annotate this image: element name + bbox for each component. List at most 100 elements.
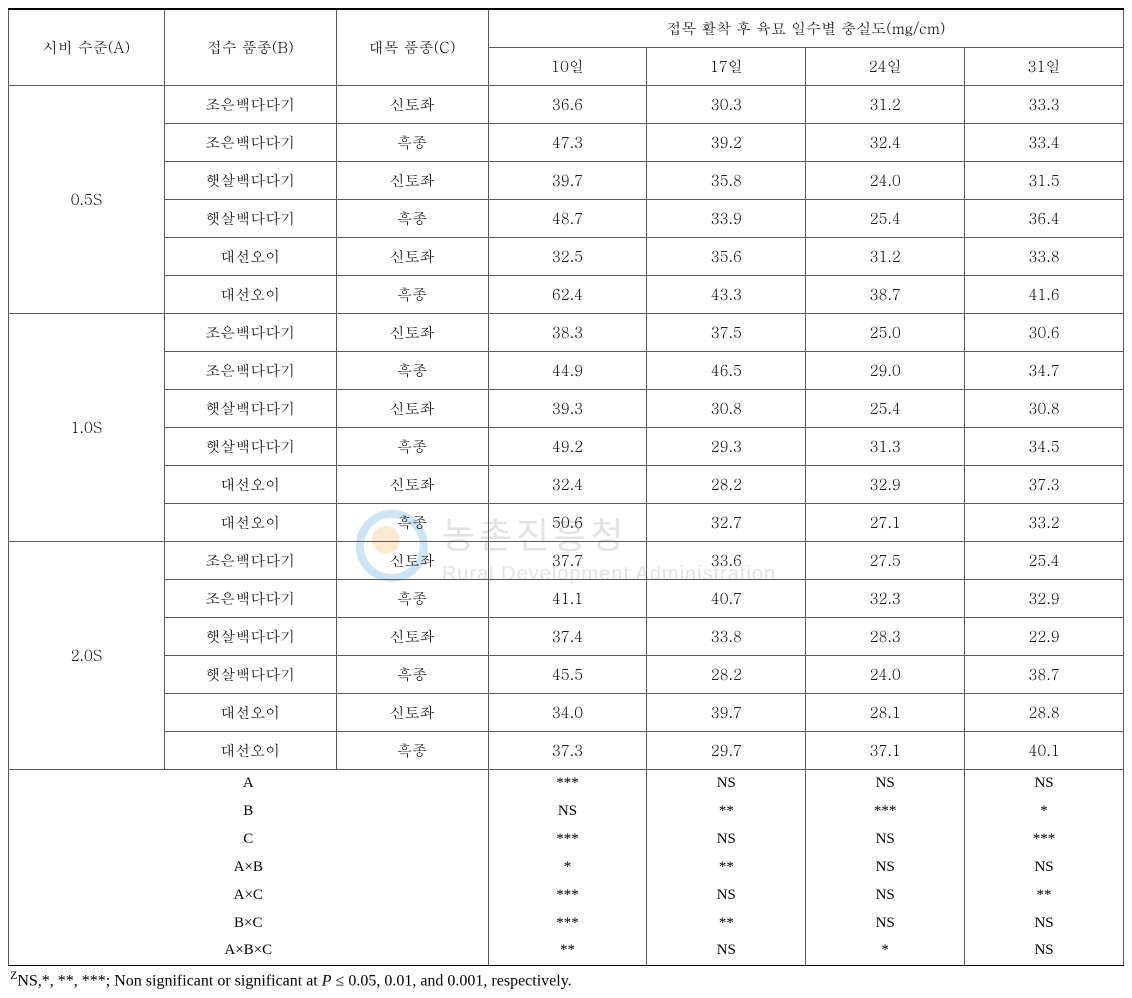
cell-value: 30.6 <box>965 313 1124 351</box>
cell-value: 32.3 <box>806 579 965 617</box>
cell-value: 39.7 <box>488 161 647 199</box>
cell-value: 33.9 <box>647 199 806 237</box>
cell-value: 34.5 <box>965 427 1124 465</box>
stats-value-cell: * <box>488 853 647 881</box>
cell-c: 흑종 <box>336 275 488 313</box>
stats-value-cell: *** <box>806 797 965 825</box>
cell-c: 신토좌 <box>336 465 488 503</box>
table-row: 대선오이흑종62.443.338.741.6 <box>9 275 1124 313</box>
cell-b: 대선오이 <box>164 465 336 503</box>
table-row: 조은백다다기흑종41.140.732.332.9 <box>9 579 1124 617</box>
cell-b: 햇살백다다기 <box>164 161 336 199</box>
header-col-c: 대목 품종(C) <box>336 9 488 85</box>
cell-value: 41.6 <box>965 275 1124 313</box>
cell-value: 48.7 <box>488 199 647 237</box>
cell-value: 44.9 <box>488 351 647 389</box>
cell-value: 50.6 <box>488 503 647 541</box>
cell-value: 32.4 <box>488 465 647 503</box>
header-col-b: 접수 품종(B) <box>164 9 336 85</box>
stats-value-cell: ** <box>647 853 806 881</box>
stats-label-cell: B×C <box>9 909 489 937</box>
stats-value-cell: ** <box>647 909 806 937</box>
header-day24: 24일 <box>806 47 965 85</box>
stats-value-cell: NS <box>647 769 806 797</box>
cell-value: 45.5 <box>488 655 647 693</box>
stats-value-cell: NS <box>965 937 1124 965</box>
stats-row: A×C***NSNS** <box>9 881 1124 909</box>
cell-value: 27.5 <box>806 541 965 579</box>
cell-value: 30.3 <box>647 85 806 123</box>
cell-value: 33.3 <box>965 85 1124 123</box>
cell-b: 햇살백다다기 <box>164 199 336 237</box>
cell-value: 25.4 <box>806 389 965 427</box>
cell-value: 32.9 <box>965 579 1124 617</box>
cell-value: 36.6 <box>488 85 647 123</box>
table-row: 대선오이흑종50.632.727.133.2 <box>9 503 1124 541</box>
cell-value: 25.4 <box>965 541 1124 579</box>
table-row: 햇살백다다기흑종48.733.925.436.4 <box>9 199 1124 237</box>
table-row: 햇살백다다기흑종45.528.224.038.7 <box>9 655 1124 693</box>
cell-value: 39.3 <box>488 389 647 427</box>
table-row: 2.0S조은백다다기신토좌37.733.627.525.4 <box>9 541 1124 579</box>
cell-value: 33.2 <box>965 503 1124 541</box>
stats-label-cell: C <box>9 825 489 853</box>
cell-c: 흑종 <box>336 579 488 617</box>
cell-b: 대선오이 <box>164 731 336 769</box>
cell-value: 46.5 <box>647 351 806 389</box>
cell-b: 대선오이 <box>164 237 336 275</box>
stats-value-cell: NS <box>806 769 965 797</box>
cell-value: 30.8 <box>965 389 1124 427</box>
stats-value-cell: ** <box>488 937 647 965</box>
cell-value: 31.3 <box>806 427 965 465</box>
cell-value: 22.9 <box>965 617 1124 655</box>
cell-value: 33.4 <box>965 123 1124 161</box>
table-row: 햇살백다다기신토좌37.433.828.322.9 <box>9 617 1124 655</box>
cell-value: 34.0 <box>488 693 647 731</box>
cell-b: 조은백다다기 <box>164 351 336 389</box>
table-row: 햇살백다다기신토좌39.735.824.031.5 <box>9 161 1124 199</box>
footnote-text-a: NS,*, **, ***; Non significant or signif… <box>17 972 321 989</box>
stats-row: BNS****** <box>9 797 1124 825</box>
data-table: 시비 수준(A) 접수 품종(B) 대목 품종(C) 접목 활착 후 육묘 일수… <box>8 8 1124 966</box>
stats-value-cell: NS <box>806 909 965 937</box>
cell-b: 대선오이 <box>164 693 336 731</box>
stats-value-cell: NS <box>647 825 806 853</box>
stats-value-cell: NS <box>806 825 965 853</box>
cell-value: 32.7 <box>647 503 806 541</box>
stats-value-cell: *** <box>488 881 647 909</box>
cell-value: 39.2 <box>647 123 806 161</box>
cell-value: 29.3 <box>647 427 806 465</box>
cell-value: 29.0 <box>806 351 965 389</box>
stats-label-cell: A×C <box>9 881 489 909</box>
table-row: 대선오이신토좌34.039.728.128.8 <box>9 693 1124 731</box>
cell-value: 38.7 <box>806 275 965 313</box>
cell-value: 62.4 <box>488 275 647 313</box>
table-head: 시비 수준(A) 접수 품종(B) 대목 품종(C) 접목 활착 후 육묘 일수… <box>9 9 1124 85</box>
cell-b: 조은백다다기 <box>164 123 336 161</box>
cell-value: 38.7 <box>965 655 1124 693</box>
cell-value: 38.3 <box>488 313 647 351</box>
stats-value-cell: NS <box>647 937 806 965</box>
table-row: 햇살백다다기흑종49.229.331.334.5 <box>9 427 1124 465</box>
stats-value-cell: *** <box>965 825 1124 853</box>
table-row: 1.0S조은백다다기신토좌38.337.525.030.6 <box>9 313 1124 351</box>
cell-b: 조은백다다기 <box>164 85 336 123</box>
cell-value: 28.3 <box>806 617 965 655</box>
stats-row: C***NSNS*** <box>9 825 1124 853</box>
cell-b: 대선오이 <box>164 503 336 541</box>
stats-value-cell: NS <box>965 769 1124 797</box>
table-row: 대선오이흑종37.329.737.140.1 <box>9 731 1124 769</box>
cell-value: 40.7 <box>647 579 806 617</box>
footnote-sup: Z <box>10 968 17 982</box>
group-label-cell: 1.0S <box>9 313 165 541</box>
cell-b: 대선오이 <box>164 275 336 313</box>
stats-row: A***NSNSNS <box>9 769 1124 797</box>
cell-c: 신토좌 <box>336 161 488 199</box>
cell-c: 신토좌 <box>336 389 488 427</box>
cell-c: 신토좌 <box>336 617 488 655</box>
cell-value: 37.4 <box>488 617 647 655</box>
stats-value-cell: ** <box>647 797 806 825</box>
cell-value: 28.2 <box>647 655 806 693</box>
cell-value: 25.0 <box>806 313 965 351</box>
group-label-cell: 0.5S <box>9 85 165 313</box>
